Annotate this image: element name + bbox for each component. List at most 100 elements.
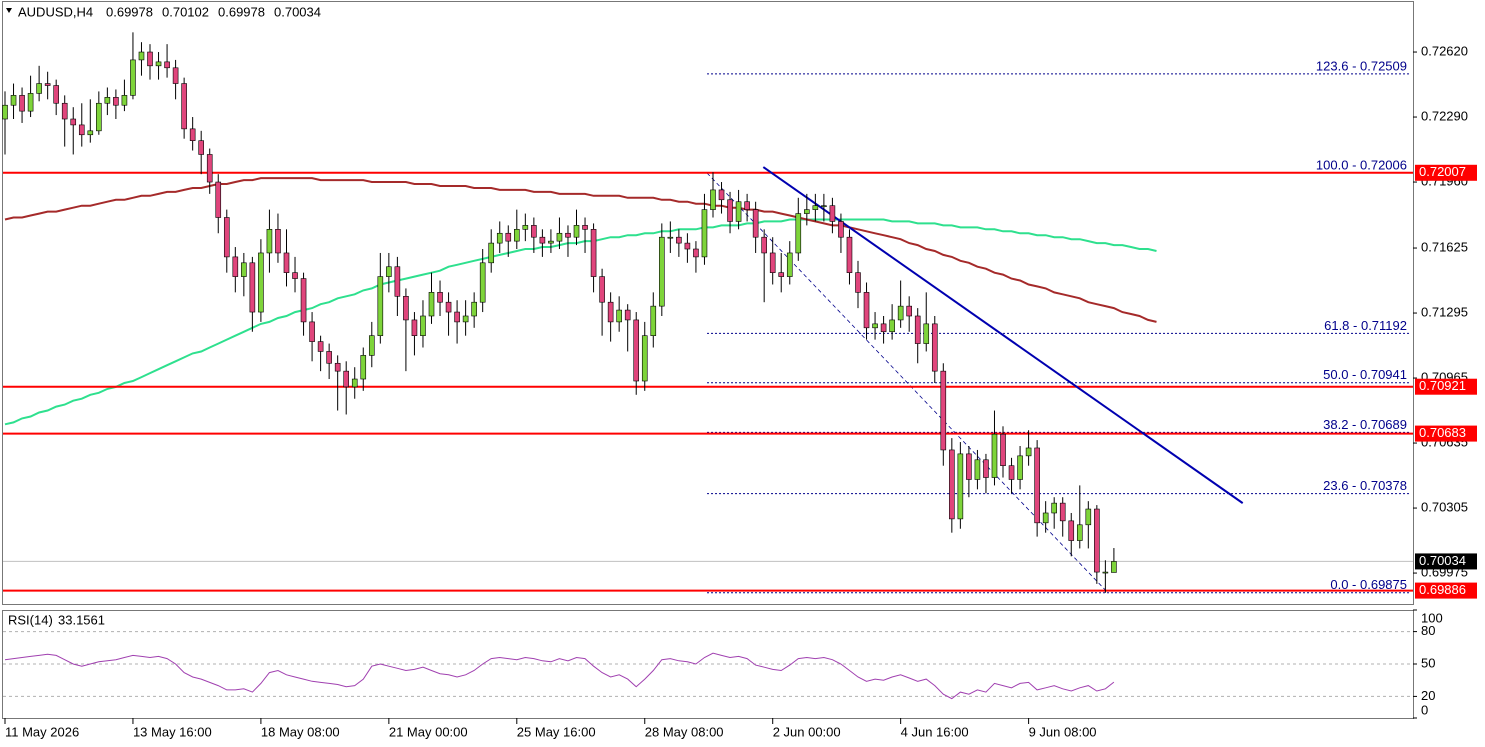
header-ohlc: 0.69978 [218,4,265,19]
candle-body [727,199,733,222]
candle-body [701,209,708,258]
y-tick-label: 0.71625 [1421,239,1468,254]
candle-body [351,378,358,388]
candle-body [804,209,810,214]
current-price-label: 0.70034 [1419,553,1466,568]
candle-body [744,201,750,210]
candle-body [206,154,213,183]
moving-average [4,218,1157,426]
level-label: 0.70683 [1419,425,1466,440]
rsi-tick-label: 20 [1421,688,1435,703]
main-panel-frame [2,1,1414,605]
candle-body [1111,561,1117,573]
candle-body [991,433,998,478]
candle-body [513,229,520,242]
candle-body [283,252,290,273]
x-tick-label: 28 May 08:00 [645,724,724,739]
level-label: 0.72007 [1419,164,1466,179]
candle-body [1017,455,1023,480]
candle-body [838,221,844,238]
candle-body [1068,520,1075,541]
candle-body [983,459,989,478]
candle-body [78,124,85,136]
y-tick-label: 0.72620 [1421,43,1468,58]
candle-body [906,305,912,317]
y-tick-label: 0.71295 [1421,304,1468,319]
candle-body [786,252,793,277]
candle-body [189,128,196,141]
candle-body [249,262,256,313]
candle-body [104,97,111,104]
candle-body [19,95,25,112]
candle-body [70,118,77,126]
candle-body [718,189,725,201]
current-price-box [1415,553,1477,570]
candle-body [539,236,546,244]
candle-body [522,225,529,230]
candle-body [181,83,187,130]
x-tick-label: 13 May 16:00 [133,724,212,739]
candle-body [505,232,512,242]
candle-body [147,51,153,67]
candle-body [223,217,230,258]
candle-body [676,236,682,244]
rsi-tick-label: 0 [1421,702,1428,717]
candle-body [44,83,51,86]
rsi-tick-label: 80 [1421,623,1435,638]
candle-body [769,252,776,273]
candle-body [966,453,972,480]
header-ohlc: 0.70102 [162,4,209,19]
candle-body [949,449,955,520]
candle-body [752,209,759,238]
candle-body [974,459,981,480]
candle-body [215,181,222,218]
candle-body [300,278,307,323]
candle-body [471,301,477,317]
candle-body [872,323,878,329]
fib-base-line [706,172,1109,594]
candle-body [1059,502,1066,522]
candle-body [496,232,503,244]
candle-body [445,301,452,313]
candle-body [437,292,443,303]
candle-body [326,351,332,364]
fib-label: 100.0 - 0.72006 [1316,157,1407,172]
candle-body [10,95,17,106]
candle-body [795,213,802,254]
rsi-last: 33.1561 [58,612,105,627]
candle-body [650,305,657,336]
candle-body [266,229,273,254]
rsi-line [4,652,1115,700]
rsi-name: RSI(14) [8,612,53,627]
candle-body [667,236,674,239]
candle-body [479,262,486,303]
moving-average [4,177,1157,323]
candle-body [1094,508,1100,573]
candle-body [531,225,537,238]
symbol-arrow [6,8,12,13]
candle-body [889,319,895,333]
header-ohlc: 0.70034 [274,4,321,19]
candle-body [96,102,102,132]
candle-body [53,85,59,104]
candle-body [829,205,836,222]
candle-body [641,335,648,382]
candle-body [761,236,767,254]
candle-body [198,140,204,155]
candle-body [1000,433,1006,467]
candle-body [411,319,418,336]
candle-body [27,93,34,112]
fib-label: 23.6 - 0.70378 [1323,478,1407,493]
candle-body [855,272,861,293]
candle-body [1034,447,1040,524]
candle-body [420,315,426,336]
candle-body [1076,524,1083,541]
level-label: 0.69886 [1419,582,1466,597]
y-tick-label: 0.70305 [1421,499,1468,514]
header-ohlc: 0.69978 [106,4,153,19]
candle-body [573,225,580,238]
candle-body [1051,502,1057,514]
candle-body [394,266,401,297]
